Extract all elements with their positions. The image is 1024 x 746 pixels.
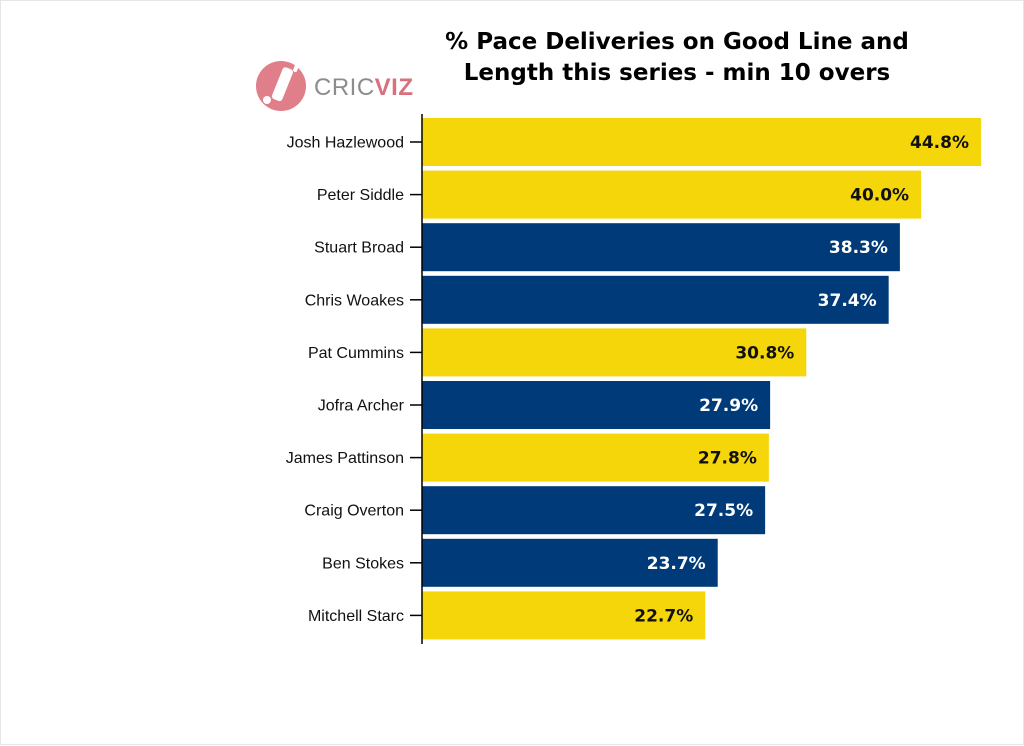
value-label: 44.8% [910,133,969,153]
category-label: Ben Stokes [322,555,404,572]
value-label: 27.5% [694,501,753,521]
value-label: 27.8% [698,449,757,469]
bar [422,275,889,324]
value-label: 23.7% [647,554,706,574]
logo-wordmark: CRICVIZ [314,74,414,101]
bar [422,433,769,482]
value-label: 27.9% [699,396,758,416]
value-label: 40.0% [850,186,909,206]
bar [422,591,706,640]
value-label: 30.8% [735,343,794,363]
bars-layer [422,118,981,640]
category-label: Mitchell Starc [308,608,404,625]
bar [422,118,981,166]
bar [422,328,807,377]
value-label: 37.4% [818,291,877,311]
value-label: 38.3% [829,238,888,258]
category-label: James Pattinson [286,450,404,467]
y-axis-labels: Josh Hazlewood Peter Siddle Stuart Broad Ch… [286,135,405,625]
chart-title-line-1: % Pace Deliveries on Good Line and [445,29,909,55]
cricket-bat-icon [263,60,301,104]
category-label: Chris Woakes [305,292,404,309]
bar [422,223,900,272]
bar [422,381,771,429]
y-axis-ticks [410,141,422,617]
logo-text-viz: VIZ [375,74,414,101]
category-label: Craig Overton [304,503,404,520]
category-label: Stuart Broad [314,240,404,257]
category-label: Peter Siddle [317,187,404,204]
bar [422,170,922,219]
chart-title-line-2: Length this series - min 10 overs [464,60,890,86]
category-label: Jofra Archer [318,398,405,415]
value-label: 22.7% [634,606,693,626]
cricviz-logo: CRICVIZ [256,60,414,111]
bar [422,486,766,535]
bar [422,538,718,587]
logo-text-cric: CRIC [314,74,375,101]
data-labels: 44.8% 40.0% 38.3% 37.4% 30.8% 27.9% 27.8% 27.5%… [634,133,969,626]
category-label: Pat Cummins [308,345,404,362]
category-label: Josh Hazlewood [287,135,404,152]
